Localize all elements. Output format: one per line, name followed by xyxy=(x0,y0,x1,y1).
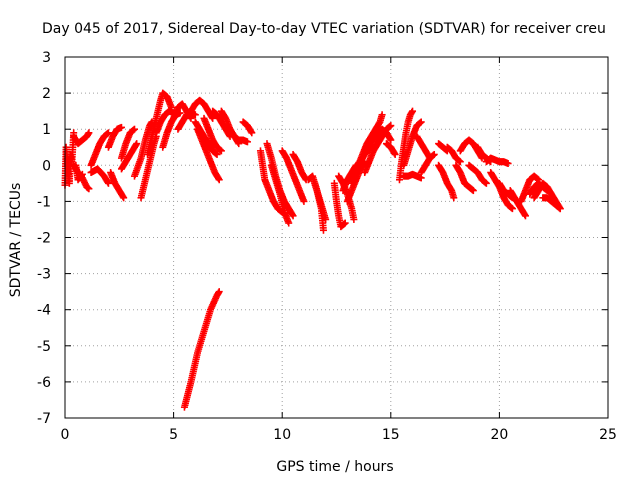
data-point xyxy=(387,122,395,130)
data-point xyxy=(133,140,141,148)
data-point xyxy=(469,187,477,195)
y-tick-label: -5 xyxy=(37,339,51,355)
data-point xyxy=(387,136,395,144)
data-point xyxy=(209,114,217,122)
y-tick-label: -3 xyxy=(37,267,51,283)
data-point xyxy=(104,179,112,187)
x-tick-label: 25 xyxy=(599,427,617,443)
y-tick-label: 3 xyxy=(42,50,51,66)
data-point xyxy=(300,197,308,205)
x-tick-label: 0 xyxy=(61,427,70,443)
data-point xyxy=(350,215,358,223)
data-point xyxy=(504,159,512,167)
y-tick-label: -7 xyxy=(37,411,51,427)
x-tick-label: 15 xyxy=(382,427,400,443)
data-point xyxy=(450,194,458,202)
data-point xyxy=(78,170,86,178)
data-point xyxy=(521,212,529,220)
y-tick-label: -1 xyxy=(37,194,51,210)
y-tick-label: -2 xyxy=(37,231,51,247)
data-point xyxy=(213,150,221,158)
data-point xyxy=(191,111,199,119)
data-point xyxy=(215,288,223,296)
data-point xyxy=(78,171,86,179)
data-point xyxy=(391,150,399,158)
data-point xyxy=(285,219,293,227)
plot-frame xyxy=(64,56,609,419)
chart-title: Day 045 of 2017, Sidereal Day-to-day VTE… xyxy=(42,21,606,37)
data-point xyxy=(409,107,417,115)
data-point xyxy=(217,147,225,155)
y-tick-label: 1 xyxy=(42,122,51,138)
data-point xyxy=(120,194,128,202)
data-point xyxy=(248,129,256,137)
data-point xyxy=(117,123,125,131)
data-point xyxy=(215,176,223,184)
data-point xyxy=(131,125,139,133)
data-point xyxy=(341,219,349,227)
data-point xyxy=(430,150,438,158)
y-tick-label: 2 xyxy=(42,86,51,102)
y-axis-label: SDTVAR / TECUs xyxy=(8,183,24,298)
tick-labels: 0 5 10 15 20 25 -7 -6 -5 -4 -3 -2 -1 0 1 2 3 xyxy=(37,50,617,443)
x-tick-label: 10 xyxy=(273,427,291,443)
data-point xyxy=(482,179,490,187)
y-tick-label: -4 xyxy=(37,303,51,319)
data-series-sdtvar xyxy=(61,89,564,411)
data-point xyxy=(378,111,386,119)
x-axis-label: GPS time / hours xyxy=(276,459,393,475)
data-point xyxy=(322,215,330,223)
data-point xyxy=(85,129,93,137)
data-point xyxy=(243,138,251,146)
data-point xyxy=(417,118,425,126)
data-point xyxy=(508,205,516,213)
data-point xyxy=(319,226,327,234)
data-point xyxy=(104,129,112,137)
x-tick-label: 5 xyxy=(169,427,178,443)
x-tick-label: 20 xyxy=(490,427,508,443)
data-point xyxy=(456,158,464,166)
y-tick-label: 0 xyxy=(42,158,51,174)
data-point xyxy=(556,205,564,213)
data-point xyxy=(85,185,93,193)
data-point xyxy=(289,212,297,220)
y-tick-label: -6 xyxy=(37,375,51,391)
